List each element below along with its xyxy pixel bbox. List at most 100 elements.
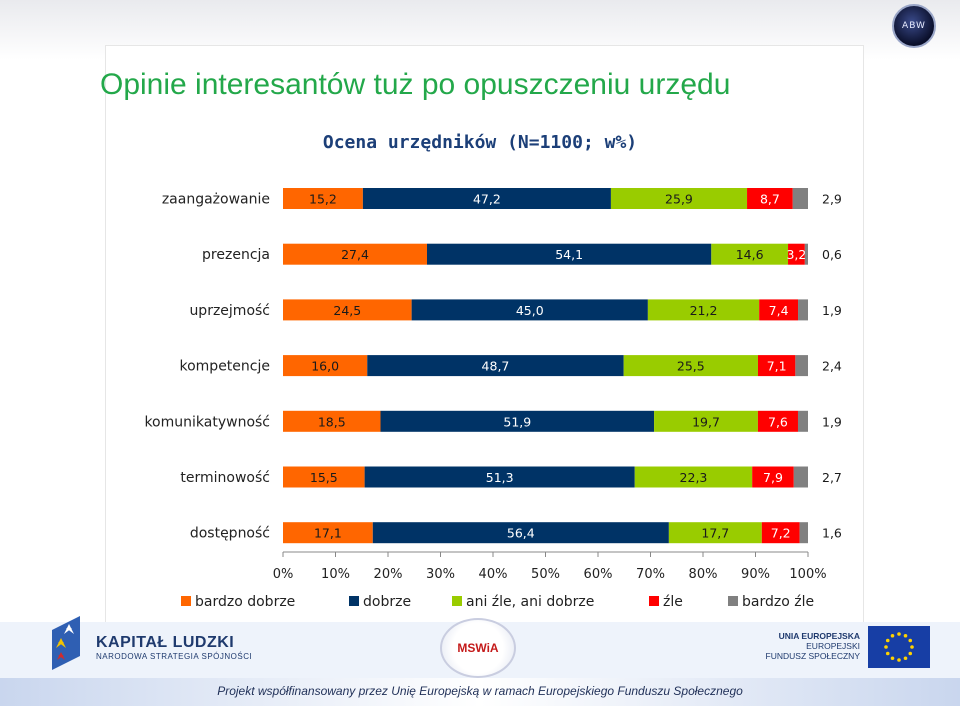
x-tick-label: 30% <box>426 567 455 582</box>
bar-segment <box>380 410 655 432</box>
category-label: zaangażowanie <box>162 192 270 208</box>
data-label: 2,4 <box>822 359 842 374</box>
data-label: 17,1 <box>314 526 342 541</box>
data-label: 7,2 <box>771 526 791 541</box>
data-label: 54,1 <box>555 247 583 262</box>
data-label: 7,4 <box>769 303 789 318</box>
bar-segment <box>362 188 611 209</box>
bar-segment <box>804 243 808 265</box>
legend-swatch <box>181 596 191 606</box>
data-label: 2,9 <box>822 192 842 207</box>
footer-strip <box>0 678 960 706</box>
data-label: 24,5 <box>333 303 361 318</box>
mswia-logo-text: MSWiA <box>457 641 499 655</box>
eu-star <box>897 658 901 662</box>
eu-star <box>890 656 895 661</box>
bar-segment <box>798 299 808 321</box>
legend-label: bardzo dobrze <box>195 594 295 610</box>
category-label: prezencja <box>202 247 270 263</box>
eu-star <box>885 638 890 643</box>
bar-segment <box>752 466 794 488</box>
bar-segment <box>283 466 365 488</box>
eu-star <box>897 632 901 636</box>
eu-star <box>903 633 908 638</box>
data-label: 14,6 <box>736 247 764 262</box>
mswia-logo: MSWiA <box>440 618 516 678</box>
bar-segment <box>793 466 808 488</box>
kapital-ludzki-title: KAPITAŁ LUDZKI <box>96 634 235 651</box>
stacked-bar-chart: zaangażowanie 15,2 47,2 25,9 8,7 2,9 prezencja… <box>144 188 842 610</box>
chart-title: Ocena urzędników (N=1100; w%) <box>322 132 638 153</box>
bar-segment <box>759 299 799 321</box>
eu-line-2: EUROPEJSKI <box>806 641 860 651</box>
bar-segment <box>654 410 758 432</box>
legend-swatch <box>452 596 462 606</box>
bar-segment <box>747 188 793 209</box>
page-title: Opinie interesantów tuż po opuszczeniu u… <box>100 68 731 101</box>
bar-segment <box>283 188 363 209</box>
data-label: 1,9 <box>822 414 842 429</box>
category-label: kompetencje <box>180 359 271 375</box>
bar-segment <box>634 466 753 488</box>
eu-fund-label: UNIA EUROPEJSKA EUROPEJSKI FUNDUSZ SPOŁE… <box>730 631 860 661</box>
data-label: 45,0 <box>516 303 544 318</box>
abw-logo-text: ABW <box>902 21 926 31</box>
kapital-ludzki-logo-icon <box>52 616 80 670</box>
bar-segment <box>610 188 748 209</box>
eu-star <box>908 651 913 656</box>
data-label: 47,2 <box>473 192 501 207</box>
bar-segment <box>283 522 373 544</box>
data-label: 25,5 <box>677 359 705 374</box>
data-label: 22,3 <box>680 470 708 485</box>
x-tick-label: 40% <box>479 567 508 582</box>
eu-star <box>890 633 895 638</box>
x-tick-label: 20% <box>374 567 403 582</box>
bar-segment <box>283 299 412 321</box>
x-tick-label: 90% <box>741 567 770 582</box>
kapital-ludzki-subtitle: NARODOWA STRATEGIA SPÓJNOŚCI <box>96 652 253 661</box>
eu-star <box>885 651 890 656</box>
data-label: 21,2 <box>690 303 718 318</box>
data-label: 7,1 <box>767 359 787 374</box>
data-label: 0,6 <box>822 247 842 262</box>
data-label: 18,5 <box>318 414 346 429</box>
bar-segment <box>283 355 368 377</box>
eu-line-3: FUNDUSZ SPOŁECZNY <box>765 651 860 661</box>
data-label: 17,7 <box>701 526 729 541</box>
bar-segment <box>364 466 635 488</box>
legend-label: źle <box>663 594 683 610</box>
bar-segment <box>792 188 808 209</box>
data-label: 7,9 <box>763 470 783 485</box>
bar-segment <box>761 522 800 544</box>
x-tick-label: 60% <box>584 567 613 582</box>
data-label: 7,6 <box>768 414 788 429</box>
x-tick-label: 0% <box>273 567 294 582</box>
data-label: 1,9 <box>822 303 842 318</box>
legend-label: ani źle, ani dobrze <box>466 594 594 610</box>
cofinancing-note: Projekt współfinansowany przez Unię Euro… <box>217 684 743 698</box>
data-label: 1,6 <box>822 526 842 541</box>
legend-swatch <box>649 596 659 606</box>
legend-label: dobrze <box>363 594 411 610</box>
data-label: 56,4 <box>507 526 535 541</box>
eu-star <box>910 645 914 649</box>
bar-segment <box>795 355 808 377</box>
category-label: terminowość <box>180 470 270 486</box>
bar-segment <box>797 410 808 432</box>
bar-segment <box>668 522 762 544</box>
eu-star <box>908 638 913 643</box>
bar-segment <box>283 410 381 432</box>
bar-segment <box>372 522 669 544</box>
data-label: 16,0 <box>311 359 339 374</box>
data-label: 25,9 <box>665 192 693 207</box>
x-tick-label: 80% <box>689 567 718 582</box>
eu-star <box>884 645 888 649</box>
data-label: 27,4 <box>341 247 369 262</box>
data-label: 51,3 <box>486 470 514 485</box>
x-tick-label: 100% <box>789 567 826 582</box>
bar-segment <box>426 243 712 265</box>
bar-segment <box>757 355 796 377</box>
category-label: uprzejmość <box>189 303 270 319</box>
data-label: 15,5 <box>310 470 338 485</box>
eu-line-1: UNIA EUROPEJSKA <box>778 631 860 641</box>
